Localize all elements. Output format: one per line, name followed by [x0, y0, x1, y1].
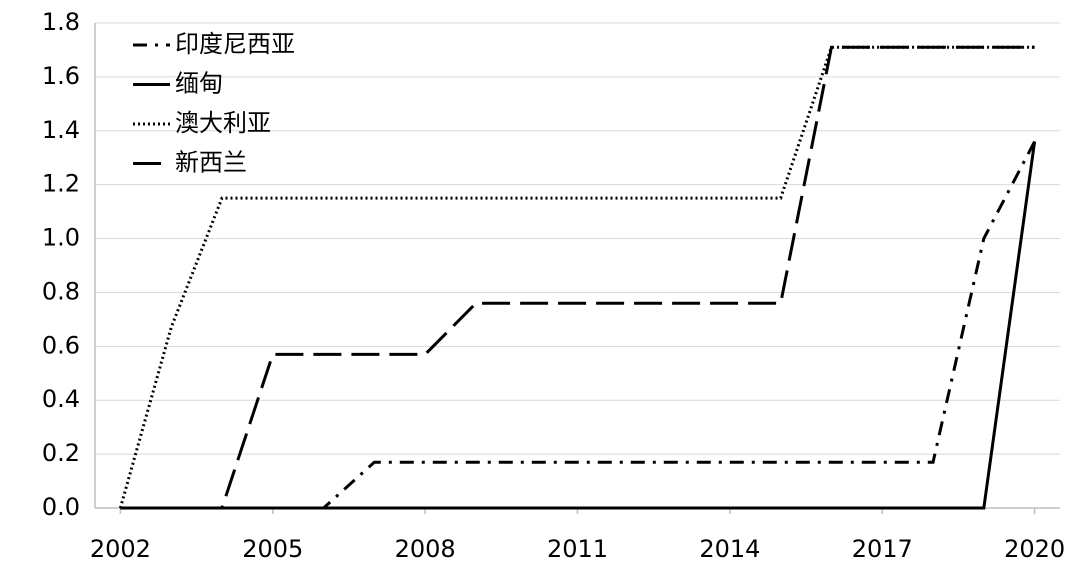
y-tick-label: 0.4: [42, 385, 80, 413]
y-tick-label: 1.0: [42, 224, 80, 252]
y-tick-label: 1.2: [42, 170, 80, 198]
y-tick-label: 0.2: [42, 439, 80, 467]
x-tick-label: 2011: [547, 535, 608, 563]
legend-label: 新西兰: [175, 149, 247, 177]
legend-label: 缅甸: [175, 70, 223, 98]
y-tick-label: 1.6: [42, 62, 80, 90]
series-line: [120, 45, 1035, 510]
y-tick-label: 0.8: [42, 277, 80, 305]
y-tick-label: 0.0: [42, 493, 80, 521]
x-tick-label: 2008: [395, 535, 456, 563]
y-tick-label: 1.4: [42, 116, 80, 144]
x-tick-label: 2020: [1004, 535, 1065, 563]
series-line: [120, 140, 1036, 510]
y-tick-label: 1.8: [42, 8, 80, 36]
x-tick-label: 2014: [699, 535, 760, 563]
legend-label: 印度尼西亚: [175, 30, 295, 58]
legend-label: 澳大利亚: [175, 109, 271, 137]
x-tick-label: 2002: [90, 535, 151, 563]
x-tick-label: 2005: [242, 535, 303, 563]
y-tick-label: 0.6: [42, 331, 80, 359]
series-line: [120, 141, 1037, 510]
x-tick-label: 2017: [852, 535, 913, 563]
